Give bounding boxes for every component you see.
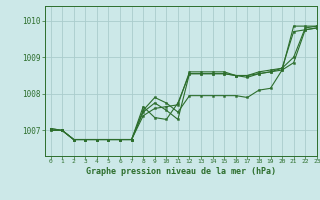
X-axis label: Graphe pression niveau de la mer (hPa): Graphe pression niveau de la mer (hPa): [86, 167, 276, 176]
